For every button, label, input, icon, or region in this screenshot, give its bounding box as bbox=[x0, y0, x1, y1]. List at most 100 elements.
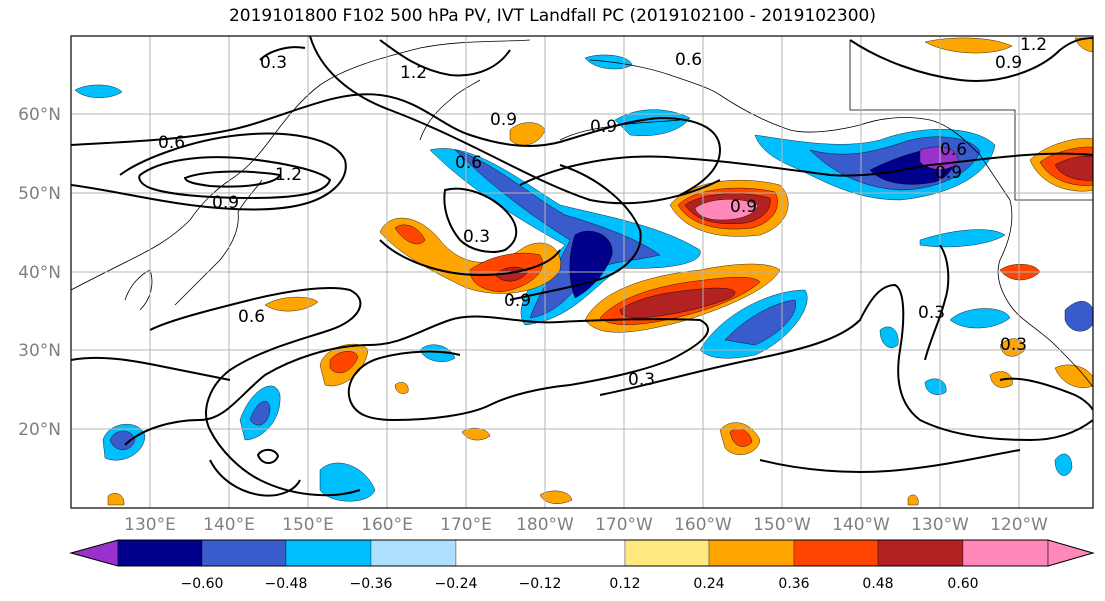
colorbar-ticks: −0.60 −0.48 −0.36 −0.24 −0.12 0.12 0.24 … bbox=[181, 576, 979, 592]
lon-label: 170°W bbox=[595, 515, 653, 535]
contour-label: 0.6 bbox=[940, 140, 967, 160]
colorbar-segment bbox=[455, 539, 626, 567]
contour-03-north bbox=[259, 46, 306, 61]
lon-label: 120°W bbox=[990, 515, 1048, 535]
contour-label: 1.2 bbox=[400, 63, 427, 83]
lon-label: 150°W bbox=[753, 515, 811, 535]
colorbar-tick-label: 0.24 bbox=[693, 576, 724, 592]
contour-03-large bbox=[124, 315, 709, 446]
pos-anomaly-w-small bbox=[264, 296, 319, 312]
lat-label: 50°N bbox=[18, 184, 61, 204]
pos-anomaly-small-2 bbox=[539, 490, 573, 504]
map-border bbox=[70, 35, 1094, 509]
contour-label: 0.6 bbox=[675, 50, 702, 70]
pos-anomaly-small-4 bbox=[107, 493, 125, 506]
contour-12-west-inner bbox=[183, 170, 282, 188]
coast-japan bbox=[174, 179, 263, 306]
neg-anomaly-subtropic-east-core bbox=[724, 299, 796, 346]
colorbar-segment bbox=[962, 539, 1049, 567]
contour-06-south bbox=[149, 287, 362, 497]
longitude-axis: 130°E 140°E 150°E 160°E 170°E 180°W 170°… bbox=[124, 515, 1048, 535]
neg-anomaly-mid-small bbox=[419, 344, 456, 362]
border-canada-us bbox=[849, 40, 1093, 201]
contour-12-north bbox=[379, 39, 511, 77]
lat-label: 20°N bbox=[18, 420, 61, 440]
colorbar-segment bbox=[793, 539, 879, 567]
pos-anomaly-small-1 bbox=[461, 427, 491, 441]
pos-anomaly-east-6 bbox=[1054, 364, 1093, 388]
contour-09-north bbox=[309, 36, 721, 205]
colorbar-segment bbox=[877, 539, 964, 567]
colorbar-tick-label: 0.48 bbox=[862, 576, 893, 592]
neg-anomaly-top-left bbox=[74, 84, 123, 98]
neg-anomaly-east-4 bbox=[1054, 453, 1073, 476]
colorbar-tick-label: 0.12 bbox=[609, 576, 640, 592]
contour-03-mid bbox=[443, 187, 518, 253]
colorbar-segment bbox=[117, 539, 203, 567]
contour-09-central bbox=[519, 152, 1093, 186]
colorbar-segment bbox=[370, 539, 457, 567]
contour-09-mid bbox=[379, 239, 561, 277]
coast-alaska bbox=[589, 59, 1011, 201]
pos-anomaly-ne-coast-deep bbox=[1054, 155, 1093, 181]
contour-label: 0.3 bbox=[260, 53, 287, 73]
lon-label: 160°W bbox=[674, 515, 732, 535]
lon-label: 130°E bbox=[124, 515, 176, 535]
neg-anomaly-east-2 bbox=[1064, 301, 1093, 332]
neg-anomaly-east-1 bbox=[949, 308, 1011, 329]
contour-label: 0.6 bbox=[455, 153, 482, 173]
contour-06-north bbox=[71, 93, 722, 196]
contour-label: 0.6 bbox=[158, 133, 185, 153]
colorbar-tick-label: −0.12 bbox=[519, 576, 562, 592]
contour-label: 0.6 bbox=[238, 307, 265, 327]
contour-label: 0.9 bbox=[212, 193, 239, 213]
contour-small-ring bbox=[256, 448, 280, 464]
coast-kamchatka bbox=[419, 79, 481, 141]
neg-anomaly-bering bbox=[614, 109, 691, 136]
contour-03-coast bbox=[999, 377, 1093, 411]
contour-label: 0.3 bbox=[918, 303, 945, 323]
contour-03-east bbox=[599, 283, 1093, 442]
colorbar-tick-label: −0.36 bbox=[350, 576, 393, 592]
contour-label: 1.2 bbox=[1020, 35, 1047, 55]
pos-anomaly-central-band-deep bbox=[619, 287, 736, 319]
contour-label: 0.3 bbox=[1000, 335, 1027, 355]
colorbar-extend-right bbox=[1047, 539, 1095, 567]
colorbar: −0.60 −0.48 −0.36 −0.24 −0.12 0.12 0.24 … bbox=[69, 539, 1095, 592]
neg-anomaly-bottom bbox=[319, 462, 376, 502]
contour-label: 0.3 bbox=[463, 227, 490, 247]
contour-09-east-ring bbox=[509, 164, 642, 301]
pos-anomaly-subtropic-w-core bbox=[329, 351, 359, 374]
colorbar-outline bbox=[69, 539, 1095, 567]
colorbar-tick-label: 0.36 bbox=[778, 576, 809, 592]
contour-label: 0.9 bbox=[590, 117, 617, 137]
contour-label: 0.9 bbox=[995, 53, 1022, 73]
lon-label: 150°E bbox=[282, 515, 334, 535]
contour-12-west bbox=[138, 156, 332, 200]
colorbar-segment bbox=[201, 539, 287, 567]
contour-03-east-2 bbox=[924, 244, 950, 361]
contour-06-east bbox=[849, 37, 1093, 82]
latitude-axis: 60°N 50°N 40°N 30°N 20°N bbox=[18, 105, 61, 440]
contour-label: 0.3 bbox=[628, 370, 655, 390]
colorbar-extend-left bbox=[69, 539, 119, 567]
lat-label: 30°N bbox=[18, 341, 61, 361]
neg-anomaly-east-5 bbox=[924, 378, 947, 395]
coast-north-america bbox=[997, 199, 1093, 388]
contour-06-sw-2 bbox=[209, 459, 301, 497]
ivt-contours bbox=[71, 36, 1093, 497]
contour-label: 0.9 bbox=[490, 110, 517, 130]
colorbar-tick-label: −0.48 bbox=[265, 576, 308, 592]
pos-anomaly-w-arc-inner bbox=[394, 224, 426, 245]
lon-label: 130°W bbox=[911, 515, 969, 535]
contour-label: 0.9 bbox=[935, 163, 962, 183]
pos-anomaly-small-3 bbox=[394, 382, 409, 394]
contour-label: 1.2 bbox=[275, 165, 302, 185]
contour-label-group: 0.3 1.2 0.6 0.9 0.6 0.9 1.2 0.9 0.6 0.9 … bbox=[158, 35, 1047, 390]
coast-asia bbox=[71, 39, 531, 291]
colorbar-tick-label: 0.60 bbox=[947, 576, 978, 592]
contour-09-west bbox=[71, 132, 347, 211]
lon-label: 140°W bbox=[832, 515, 890, 535]
lon-label: 180°W bbox=[516, 515, 574, 535]
